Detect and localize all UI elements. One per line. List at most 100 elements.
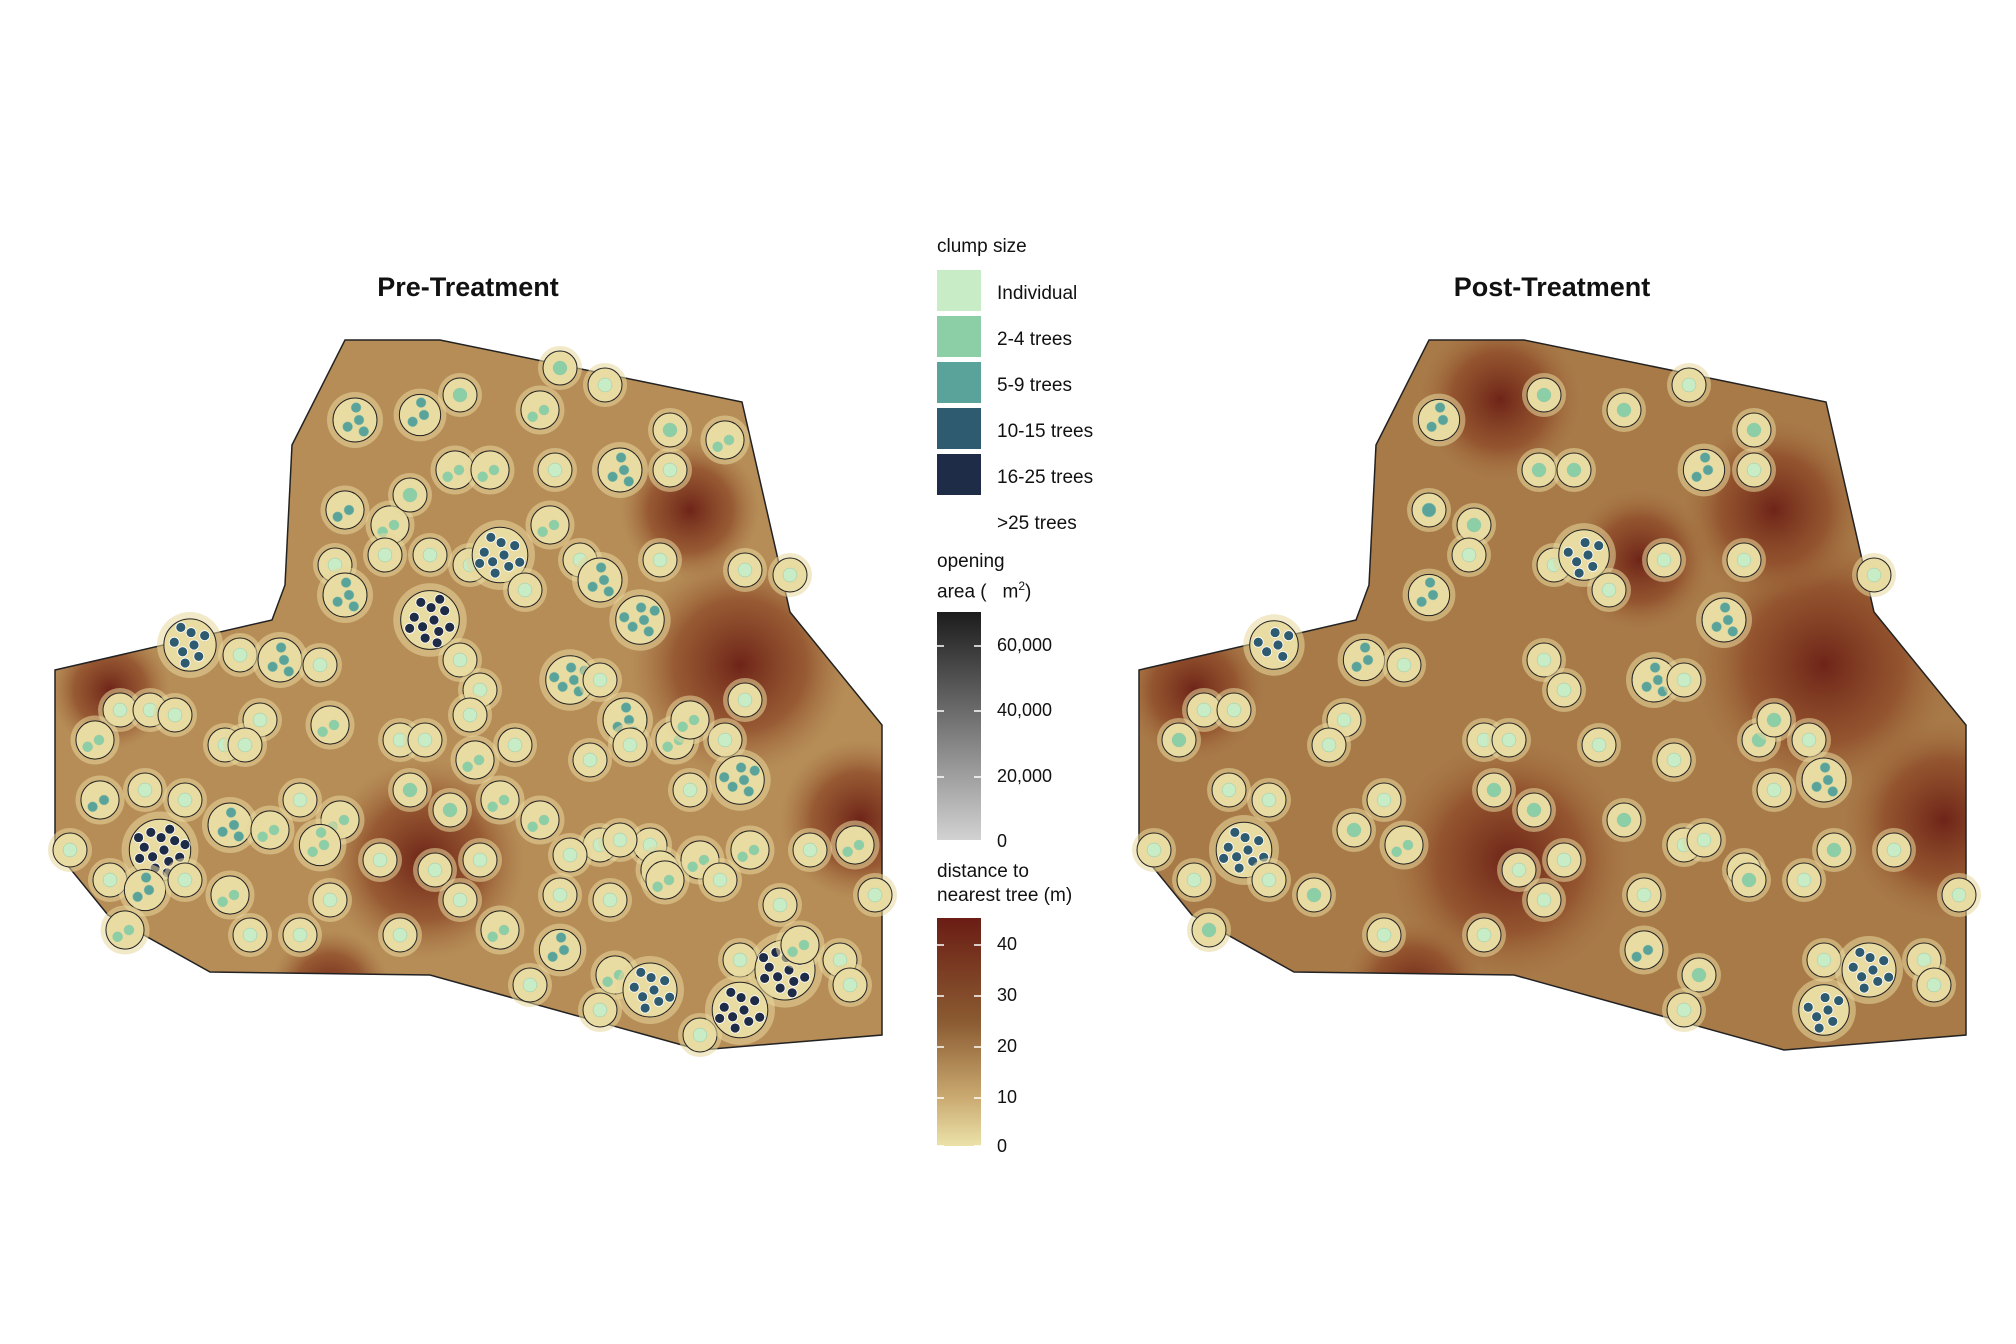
pre-tree-clump <box>245 805 295 855</box>
pre-tree-clump <box>448 693 492 737</box>
pre-tree-clump <box>403 718 447 762</box>
pre-tree-clump <box>100 905 150 955</box>
pre-tree-clump <box>48 828 92 872</box>
pre-tree-clump <box>538 346 582 390</box>
post-tree-clump <box>1402 568 1456 622</box>
post-tree-clump <box>1487 718 1531 762</box>
pre-tree-clump <box>723 548 767 592</box>
post-tree-clump <box>1379 820 1429 870</box>
post-tree-clump <box>1912 963 1956 1007</box>
pre-tree-clump <box>578 988 622 1032</box>
post-tree-clump <box>1512 788 1556 832</box>
pre-tree-clump <box>70 715 120 765</box>
opening-area-colorbar <box>937 612 981 840</box>
post-tree-clump <box>1447 533 1491 577</box>
pre-tree-clump <box>153 693 197 737</box>
post-tree-clump <box>1872 828 1916 872</box>
post-tree-clump <box>1652 738 1696 782</box>
pre-tree-clump <box>515 385 565 435</box>
pre-tree-clump <box>700 415 750 465</box>
post-tree-clump <box>1587 568 1631 612</box>
pre-tree-clump <box>475 775 525 825</box>
pre-tree-clump <box>533 448 577 492</box>
pre-tree-clump <box>830 820 880 870</box>
pre-tree-clump <box>648 408 692 452</box>
pre-tree-clump <box>598 818 642 862</box>
post-tree-clump <box>1497 848 1541 892</box>
post-tree-clump <box>1937 873 1981 917</box>
pre-treatment-map <box>48 339 897 1057</box>
pre-tree-clump <box>768 553 812 597</box>
post-tree-clump <box>1522 373 1566 417</box>
pre-tree-clump <box>228 913 272 957</box>
pre-tree-clump <box>163 858 207 902</box>
pre-tree-clump <box>709 749 771 811</box>
post-tree-clump <box>1602 798 1646 842</box>
pre-tree-clump <box>588 878 632 922</box>
pre-tree-clump <box>163 778 207 822</box>
pre-tree-clump <box>578 658 622 702</box>
pre-tree-clump <box>648 448 692 492</box>
post-tree-clump <box>1782 858 1826 902</box>
post-tree-clump <box>1622 873 1666 917</box>
post-tree-clump <box>1412 393 1466 447</box>
post-tree-clump <box>1332 808 1376 852</box>
post-tree-clump <box>1577 723 1621 767</box>
post-tree-clumps <box>1132 363 1981 1042</box>
pre-tree-clump <box>317 567 373 623</box>
post-tree-clump <box>1522 878 1566 922</box>
post-tree-clump <box>1677 443 1731 497</box>
pre-tree-clump <box>515 795 565 845</box>
pre-tree-clump <box>609 589 671 651</box>
pre-tree-clump <box>388 473 432 517</box>
post-tree-clump <box>1727 858 1771 902</box>
pre-tree-clump <box>388 768 432 812</box>
pre-tree-clump <box>465 445 515 495</box>
pre-treatment-title: Pre-Treatment <box>377 272 559 302</box>
pre-tree-clump <box>725 825 775 875</box>
post-tree-clump <box>1732 448 1776 492</box>
pre-tree-clump <box>592 442 648 498</box>
pre-tree-clump <box>123 768 167 812</box>
pre-tree-clump <box>428 788 472 832</box>
pre-tree-clump <box>723 678 767 722</box>
pre-tree-clump <box>568 738 612 782</box>
pre-tree-clump <box>450 735 500 785</box>
pre-tree-clump <box>218 633 262 677</box>
pre-tree-clump <box>583 363 627 407</box>
pre-tree-clump <box>572 552 628 608</box>
pre-tree-clump <box>393 388 447 442</box>
post-tree-clump <box>1812 828 1856 872</box>
pre-tree-clump <box>223 723 267 767</box>
opening-area-ticks <box>937 645 981 843</box>
post-tree-clump <box>1362 913 1406 957</box>
post-tree-clump <box>1552 448 1596 492</box>
post-tree-clump <box>1337 633 1391 687</box>
pre-tree-clump <box>638 538 682 582</box>
pre-tree-clump <box>533 923 587 977</box>
pre-tree-clump <box>640 855 690 905</box>
post-tree-clump <box>1787 718 1831 762</box>
post-tree-clump <box>1407 488 1451 532</box>
post-treatment-map <box>1132 339 1981 1051</box>
post-opening-dark-7 <box>1420 340 1580 480</box>
pre-tree-clump <box>393 583 467 657</box>
pre-tree-clump <box>438 878 482 922</box>
post-tree-clump <box>1542 668 1586 712</box>
post-tree-clump <box>1752 768 1796 812</box>
pre-tree-clump <box>413 848 457 892</box>
post-tree-clump <box>1682 818 1726 862</box>
pre-tree-clump <box>548 833 592 877</box>
pre-tree-clump <box>758 883 802 927</box>
post-tree-clump <box>1542 838 1586 882</box>
pre-tree-clump <box>157 612 223 678</box>
pre-tree-clump <box>252 632 308 688</box>
pre-tree-clump <box>430 445 480 495</box>
post-tree-clump <box>1207 768 1251 812</box>
post-tree-clump <box>1132 828 1176 872</box>
post-tree-clump <box>1517 448 1561 492</box>
post-tree-clump <box>1796 752 1852 808</box>
post-tree-clump <box>1696 592 1752 648</box>
pre-tree-clump <box>475 905 525 955</box>
pre-tree-clump <box>378 913 422 957</box>
